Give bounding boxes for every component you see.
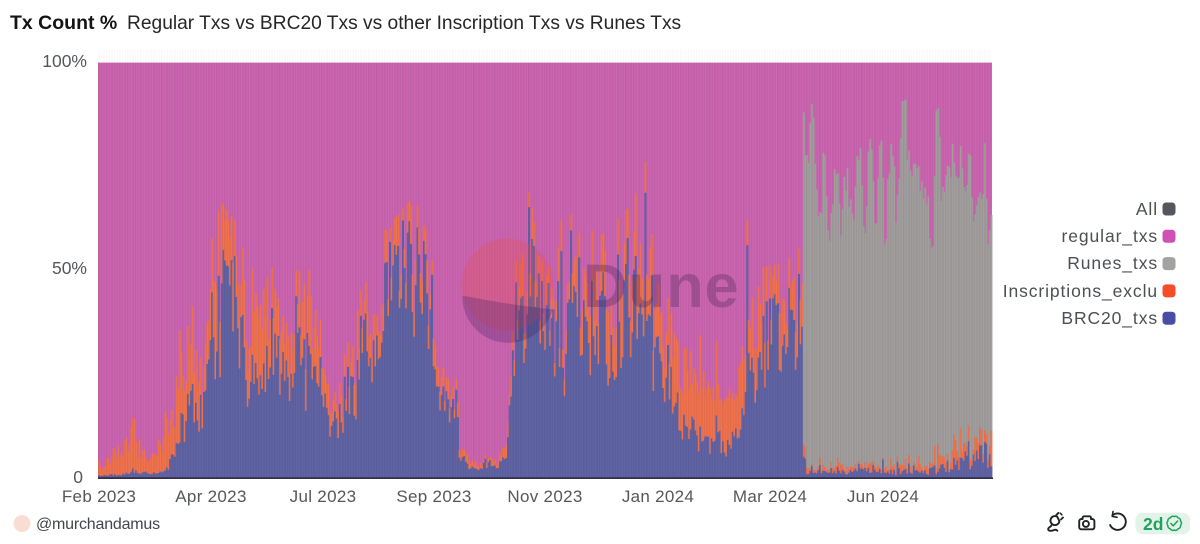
svg-text:Inscriptions_exclu: Inscriptions_exclu (1003, 281, 1158, 302)
svg-text:Nov 2023: Nov 2023 (507, 487, 582, 506)
svg-text:Jun 2024: Jun 2024 (847, 487, 919, 506)
svg-text:BRC20_txs: BRC20_txs (1061, 308, 1158, 329)
svg-text:Regular Txs vs BRC20 Txs vs ot: Regular Txs vs BRC20 Txs vs other Inscri… (127, 13, 681, 34)
svg-text:regular_txs: regular_txs (1062, 226, 1158, 247)
svg-text:50%: 50% (52, 258, 87, 278)
svg-text:100%: 100% (42, 51, 87, 71)
svg-text:2d: 2d (1143, 514, 1163, 534)
svg-text:Apr 2023: Apr 2023 (175, 487, 246, 506)
svg-text:@murchandamus: @murchandamus (36, 516, 160, 533)
svg-text:Jul 2023: Jul 2023 (290, 487, 357, 506)
svg-text:Feb 2023: Feb 2023 (62, 487, 136, 506)
svg-text:Runes_txs: Runes_txs (1067, 253, 1158, 274)
svg-text:Dune: Dune (583, 252, 740, 320)
svg-text:Jan 2024: Jan 2024 (622, 487, 694, 506)
svg-text:0: 0 (73, 467, 83, 487)
svg-text:Sep 2023: Sep 2023 (396, 487, 471, 506)
svg-text:Mar 2024: Mar 2024 (733, 487, 807, 506)
svg-text:All: All (1136, 199, 1158, 219)
svg-text:Tx Count %: Tx Count % (10, 12, 117, 34)
